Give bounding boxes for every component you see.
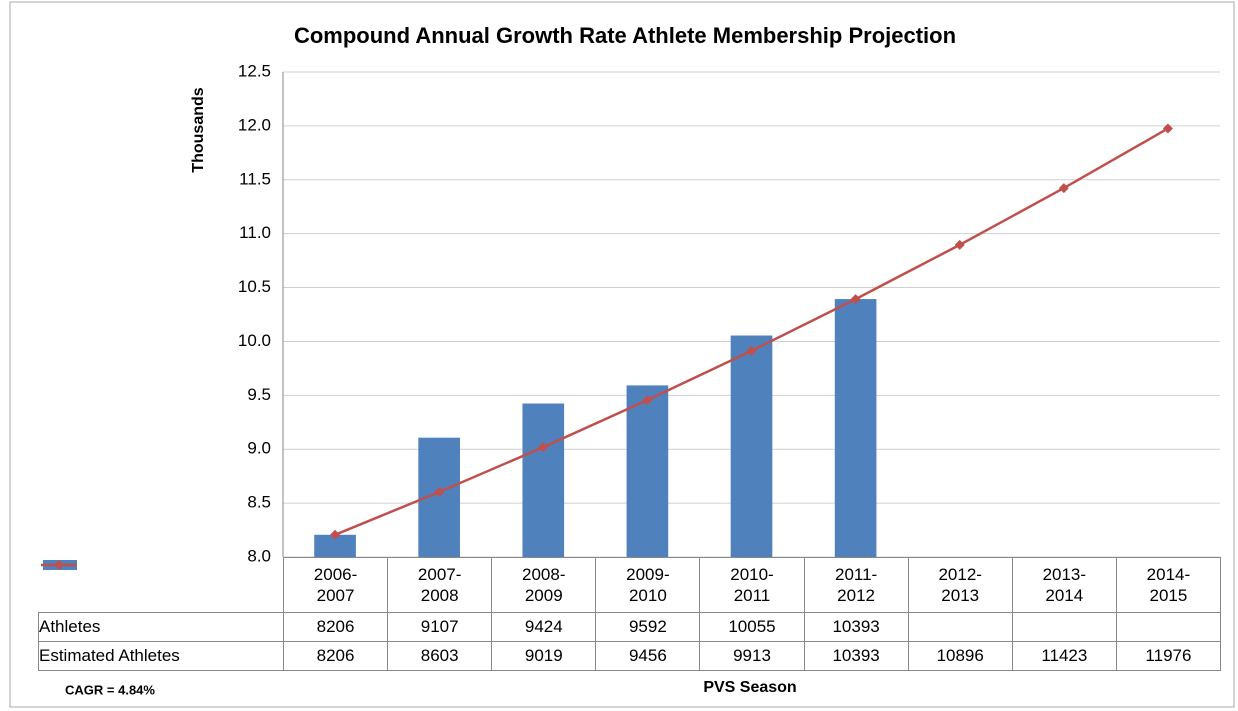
legend-label: Estimated Athletes <box>39 646 180 665</box>
value-label: 10896 <box>907 641 1013 671</box>
marker <box>1058 183 1069 194</box>
marker <box>642 395 653 406</box>
y-tick-label: 8.0 <box>247 546 271 565</box>
value-label: 8206 <box>282 612 389 642</box>
legend-marker <box>53 559 64 570</box>
x-tick-label: 2012-2013 <box>938 565 982 605</box>
marker <box>954 239 965 250</box>
value-label: 8603 <box>387 641 493 671</box>
category-cell: 2013-2014 <box>1011 557 1117 613</box>
y-tick-label: 11.0 <box>239 223 271 242</box>
category-cell: 2012-2013 <box>907 557 1013 613</box>
bar <box>522 403 565 557</box>
bar <box>626 385 669 557</box>
y-tick-label: 12.5 <box>238 61 271 80</box>
x-tick-label: 2007-2008 <box>417 565 462 605</box>
value-label <box>1115 612 1221 642</box>
marker <box>746 345 757 356</box>
value-label: 10393 <box>803 641 909 671</box>
value-label: 11423 <box>1011 641 1117 671</box>
value-label: 10055 <box>699 612 805 642</box>
bar <box>834 299 877 557</box>
x-tick-label: 2008-2009 <box>522 565 566 605</box>
value-label: 9107 <box>387 612 493 642</box>
x-tick-label: 2009-2010 <box>626 565 670 605</box>
series-row: Estimated Athletes 8206 8603 9019 9456 9913 10… <box>38 559 1221 671</box>
category-cell: 2011-2012 <box>803 557 909 613</box>
category-cell: 2010-2011 <box>699 557 805 613</box>
x-tick-label: 2013-2014 <box>1042 565 1087 605</box>
y-tick-label: 9.5 <box>247 385 271 404</box>
x-tick-label: 2011-2012 <box>834 565 878 605</box>
y-tick-label: 8.5 <box>247 493 271 512</box>
value-label: 10393 <box>803 612 909 642</box>
legend-cell: Estimated Athletes <box>38 559 284 671</box>
y-tick-label: 11.5 <box>239 169 271 188</box>
y-tick-label: 10.5 <box>238 277 271 296</box>
marker <box>1162 123 1173 134</box>
x-axis-label: PVS Season <box>703 679 796 696</box>
value-label: 8206 <box>282 641 389 671</box>
series-row: Athletes 8206 9107 9424 9592 10055 10393 <box>38 559 1221 642</box>
marker <box>434 487 445 498</box>
y-tick-label: 9.0 <box>247 439 271 458</box>
annotation: CAGR = 4.84% <box>65 682 155 697</box>
legend-key <box>40 559 77 570</box>
category-cell: 2007-2008 <box>387 557 493 613</box>
chart-border <box>9 1 1235 708</box>
legend-label: Athletes <box>39 617 101 636</box>
value-label: 9424 <box>491 612 597 642</box>
value-label <box>907 612 1013 642</box>
y-tick-label: 12.0 <box>238 115 271 134</box>
x-tick-label: 2010-2011 <box>730 565 774 605</box>
marker <box>330 529 341 540</box>
value-label: 9456 <box>595 641 701 671</box>
x-tick-label: 2014-2015 <box>1146 565 1191 605</box>
marker <box>850 294 861 305</box>
chart-title: Compound Annual Growth Rate Athlete Memb… <box>294 23 956 48</box>
data-table: 2006-2007 2007-2008 2008-2009 2009-2010 2010… <box>38 557 1221 671</box>
value-label: 9592 <box>595 612 701 642</box>
category-cell: 2006-2007 <box>282 557 389 613</box>
y-tick-label: 10.0 <box>238 331 271 350</box>
value-label: 9019 <box>491 641 597 671</box>
category-cell: 2009-2010 <box>595 557 701 613</box>
marker <box>538 442 549 453</box>
category-cell: 2008-2009 <box>491 557 597 613</box>
value-label <box>1011 612 1117 642</box>
value-label: 11976 <box>1115 641 1221 671</box>
value-label: 9913 <box>699 641 805 671</box>
x-tick-label: 2006-2007 <box>313 565 358 605</box>
bar <box>730 335 773 557</box>
bar <box>314 534 356 557</box>
header-row: 2006-2007 2007-2008 2008-2009 2009-2010 2010… <box>39 557 1221 613</box>
y-axis-label: Thousands <box>190 87 207 172</box>
legend-cell: Athletes <box>38 559 284 642</box>
category-cell: 2014-2015 <box>1115 557 1221 613</box>
